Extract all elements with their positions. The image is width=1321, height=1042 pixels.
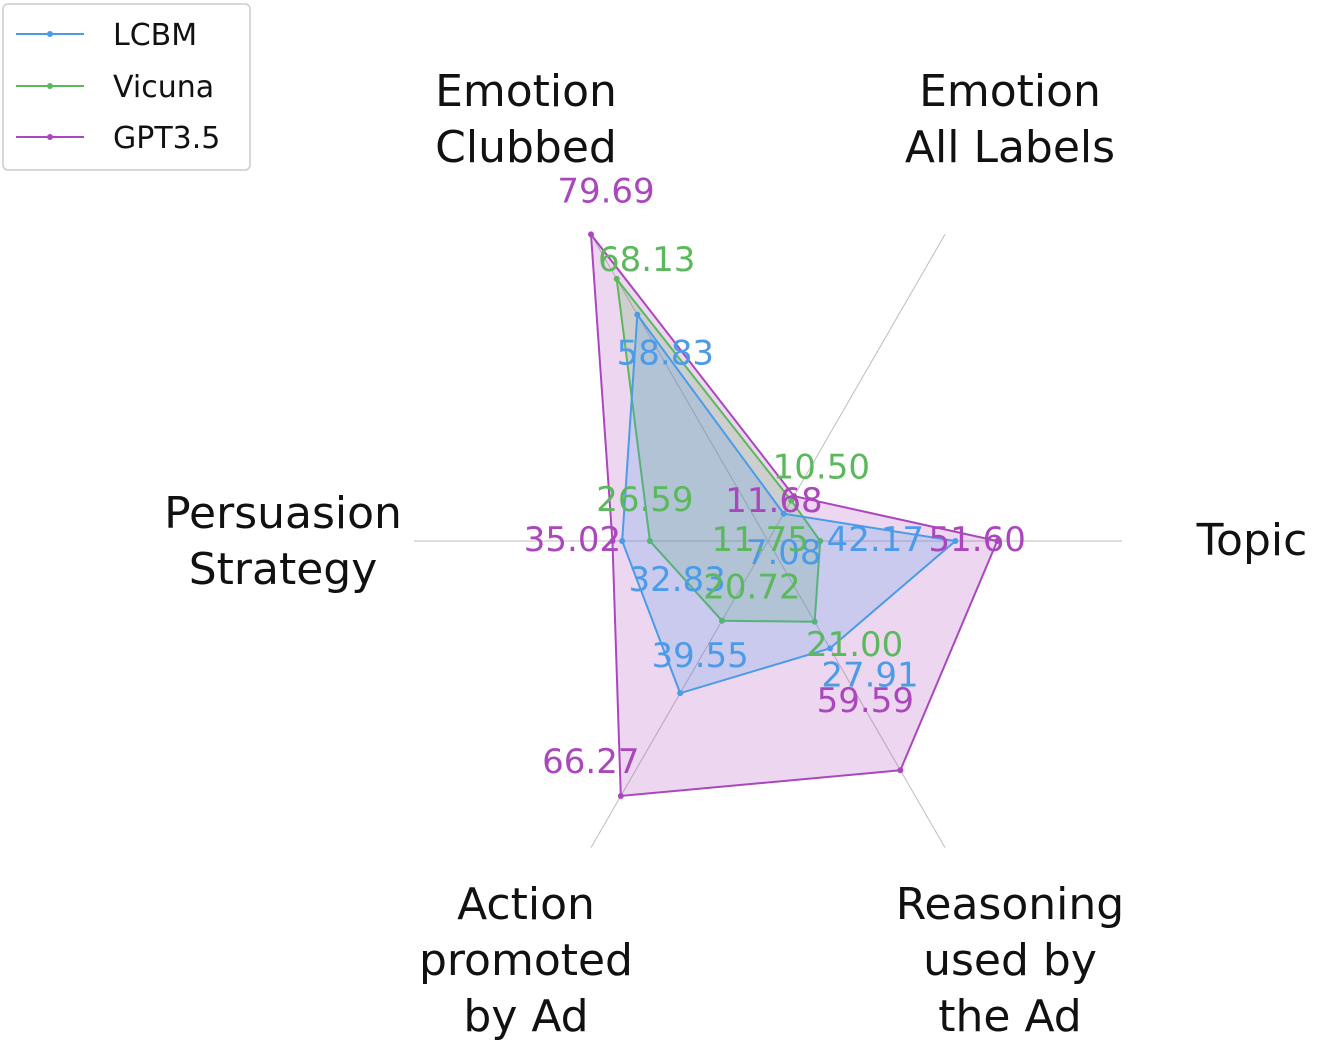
point-gpt35-persuasion	[609, 538, 616, 544]
grid-spoke-emotion_all	[767, 234, 946, 542]
axis-label-action: Action promoted by Ad	[419, 879, 633, 1042]
legend-label-lcbm: LCBM	[113, 18, 197, 53]
axis-label-emotion_clubbed: Emotion Clubbed	[435, 66, 617, 173]
grid-spoke-emotion_clubbed	[590, 234, 769, 542]
legend-entry-lcbm: LCBM	[16, 18, 197, 53]
value-label-gpt35-topic: 51.60	[929, 520, 1026, 560]
legend-entry-gpt35: GPT3.5	[16, 121, 220, 156]
point-vicuna-reasoning	[811, 618, 818, 625]
value-label-gpt35-emotion_all: 11.68	[725, 481, 822, 521]
point-lcbm-action	[677, 690, 684, 697]
value-label-lcbm-persuasion: 32.83	[628, 560, 725, 600]
point-gpt35-emotion_clubbed	[588, 231, 594, 238]
legend-marker-vicuna	[47, 83, 53, 89]
value-label-vicuna-topic: 11.75	[712, 520, 809, 560]
value-label-gpt35-action: 66.27	[542, 742, 639, 782]
value-label-lcbm-reasoning: 27.91	[821, 655, 918, 695]
point-gpt35-reasoning	[897, 767, 904, 774]
value-label-vicuna-reasoning: 21.00	[806, 625, 903, 665]
legend-marker-gpt35	[47, 134, 53, 140]
point-gpt35-topic	[994, 538, 1001, 544]
legend-frame	[2, 3, 251, 171]
value-label-lcbm-topic: 42.17	[827, 520, 924, 560]
value-labels: 42.177.08 58.83 32.83 39.55 27.91 11.75 10.50 6…	[524, 171, 1026, 782]
point-vicuna-action	[718, 617, 725, 624]
point-vicuna-topic	[817, 538, 824, 544]
point-lcbm-emotion_clubbed	[634, 311, 641, 318]
value-label-gpt35-reasoning: 59.59	[817, 681, 914, 721]
value-label-lcbm-emotion_all: 7.08	[746, 533, 822, 573]
value-label-vicuna-emotion_clubbed: 68.13	[598, 240, 695, 280]
grid-spoke-reasoning	[767, 540, 946, 848]
axis-label-persuasion: Persuasion Strategy	[164, 488, 402, 595]
value-label-gpt35-emotion_clubbed: 79.69	[557, 171, 654, 211]
point-lcbm-persuasion	[619, 538, 626, 544]
point-lcbm-topic	[952, 538, 959, 544]
axis-label-topic: Topic	[1196, 515, 1308, 566]
legend-entry-vicuna: Vicuna	[16, 70, 214, 105]
axis-label-reasoning: Reasoning used by the Ad	[896, 879, 1124, 1042]
point-vicuna-emotion_all	[788, 497, 795, 504]
axis-labels: Topic Emotion All Labels Emotion Clubbed Pers…	[164, 66, 1307, 1042]
point-lcbm-emotion_all	[780, 510, 787, 517]
point-gpt35-action	[617, 792, 624, 799]
legend: LCBM Vicuna GPT3.5	[2, 3, 251, 171]
radar-series	[588, 231, 1001, 799]
legend-marker-lcbm	[47, 31, 53, 37]
point-lcbm-reasoning	[826, 645, 833, 652]
value-label-vicuna-persuasion: 26.59	[596, 480, 693, 520]
point-vicuna-emotion_clubbed	[613, 275, 620, 282]
legend-label-vicuna: Vicuna	[113, 70, 214, 105]
point-gpt35-emotion_all	[790, 493, 797, 500]
point-vicuna-persuasion	[646, 538, 653, 544]
legend-label-gpt35: GPT3.5	[113, 121, 220, 156]
value-label-lcbm-emotion_clubbed: 58.83	[617, 334, 714, 374]
value-label-vicuna-action: 20.72	[703, 568, 800, 608]
value-label-vicuna-emotion_all: 10.50	[773, 448, 870, 488]
value-label-lcbm-action: 39.55	[651, 636, 748, 676]
axis-label-emotion_all: Emotion All Labels	[905, 66, 1115, 173]
value-label-gpt35-persuasion: 35.02	[524, 520, 621, 560]
